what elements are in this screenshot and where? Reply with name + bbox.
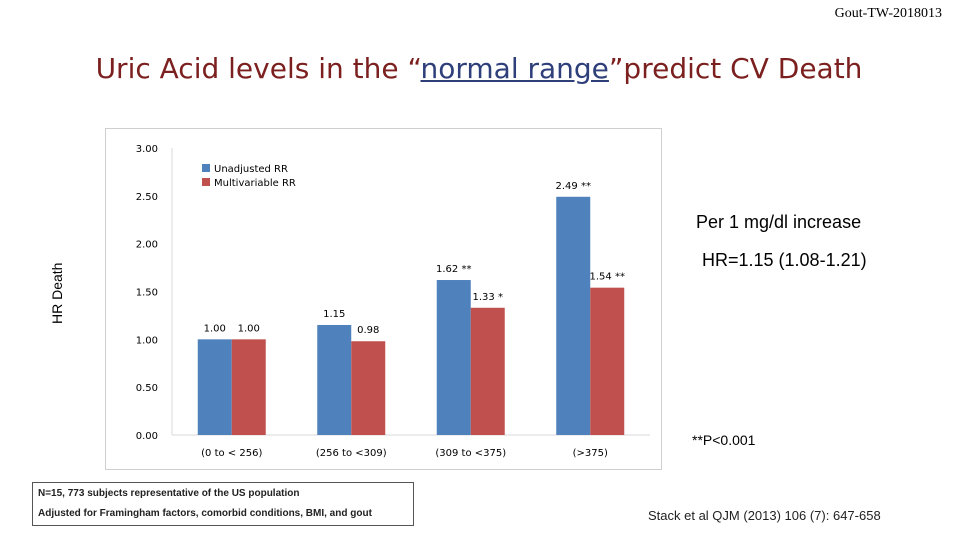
data-label: 1.33 * xyxy=(473,292,503,303)
data-label: 2.49 ** xyxy=(556,181,591,192)
y-tick-label: 1.50 xyxy=(136,288,158,299)
significance-note: **P<0.001 xyxy=(692,432,756,448)
title-suffix: ”predict CV Death xyxy=(608,52,863,85)
legend-swatch-multivariable xyxy=(202,178,210,186)
legend: Unadjusted RR Multivariable RR xyxy=(202,164,296,189)
y-tick-label: 2.00 xyxy=(136,240,158,251)
y-ticks: 0.00 0.50 1.00 1.50 2.00 2.50 3.00 xyxy=(136,144,158,442)
bar xyxy=(197,339,232,435)
footnote-box: N=15, 773 subjects representative of the… xyxy=(32,482,414,526)
legend-label-unadjusted: Unadjusted RR xyxy=(214,164,288,175)
bar xyxy=(351,341,386,435)
chart-frame xyxy=(105,128,662,470)
data-label: 1.00 xyxy=(238,323,260,334)
document-id: Gout-TW-2018013 xyxy=(834,6,942,21)
citation: Stack et al QJM (2013) 106 (7): 647-658 xyxy=(648,508,881,523)
footnote-line-1: N=15, 773 subjects representative of the… xyxy=(38,488,300,499)
title-highlight: normal range xyxy=(420,52,609,85)
legend-label-multivariable: Multivariable RR xyxy=(214,178,296,189)
data-label: 0.98 xyxy=(357,325,379,336)
y-tick-label: 0.50 xyxy=(136,383,158,394)
data-label: 1.15 xyxy=(323,309,345,320)
legend-swatch-unadjusted xyxy=(202,164,210,172)
per-unit-note: Per 1 mg/dl increase xyxy=(696,212,862,232)
x-tick-label: (309 to <375) xyxy=(435,448,506,459)
y-tick-label: 1.00 xyxy=(136,335,158,346)
y-tick-label: 2.50 xyxy=(136,192,158,203)
slide-title: Uric Acid levels in the “normal range”pr… xyxy=(0,52,958,85)
y-tick-label: 3.00 xyxy=(136,144,158,155)
bars: 1.00 1.00 1.15 0.98 1.62 ** 1.33 * 2.49 ** 1.54… xyxy=(197,181,625,435)
title-prefix: Uric Acid levels in the “ xyxy=(95,52,421,85)
bar xyxy=(317,324,352,435)
bar xyxy=(231,339,266,435)
data-label: 1.54 ** xyxy=(590,272,625,283)
bar xyxy=(436,280,471,435)
bar xyxy=(556,196,591,435)
footnote-line-2: Adjusted for Framingham factors, comorbi… xyxy=(38,508,372,519)
x-tick-label: (0 to < 256) xyxy=(201,448,262,459)
data-label: 1.00 xyxy=(204,323,226,334)
x-ticks: (0 to < 256) (256 to <309) (309 to <375) (>… xyxy=(201,448,608,459)
data-label: 1.62 ** xyxy=(436,264,471,275)
bar xyxy=(470,307,505,435)
x-tick-label: (>375) xyxy=(573,448,608,459)
y-tick-label: 0.00 xyxy=(136,431,158,442)
hazard-ratio-note: HR=1.15 (1.08-1.21) xyxy=(702,250,867,270)
bar xyxy=(590,287,625,435)
x-tick-label: (256 to <309) xyxy=(316,448,387,459)
